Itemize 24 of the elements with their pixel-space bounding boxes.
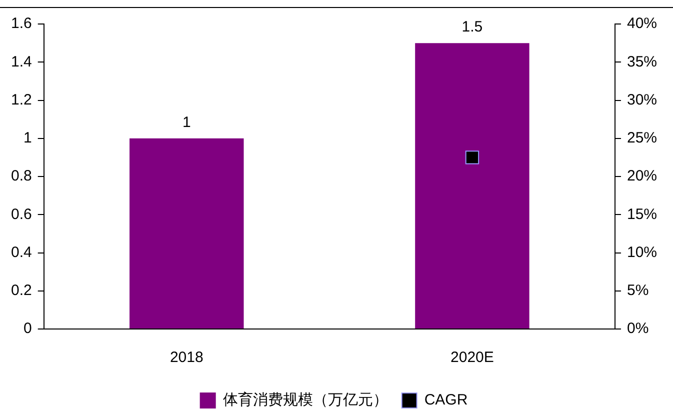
y2-tick-label: 0% (626, 320, 649, 338)
y2-tick-label: 15% (626, 206, 658, 223)
y2-tick-label: 20% (626, 168, 658, 185)
y-tick-label: 0.8 (10, 168, 32, 185)
y-tick-label: 1 (24, 130, 32, 147)
y-tick-label: 0 (24, 320, 32, 338)
data-label: 1 (182, 114, 191, 132)
legend-label: 体育消费规模（万亿元） (222, 392, 388, 409)
y-tick-label: 0.4 (10, 244, 32, 261)
y2-tick-label: 10% (626, 244, 658, 261)
y-tick-label: 0.6 (10, 206, 32, 223)
y-tick-label: 1.2 (10, 91, 32, 108)
y2-tick-label: 30% (626, 91, 658, 108)
y-tick-label: 0.2 (10, 282, 32, 300)
y2-tick-label: 35% (626, 53, 658, 70)
y-tick-label: 1.6 (10, 15, 32, 32)
y2-tick-label: 25% (626, 130, 658, 147)
y-tick-label: 1.4 (10, 53, 32, 70)
y2-tick-label: 40% (626, 15, 658, 32)
data-label: 1.5 (462, 18, 483, 36)
x-tick-label: 2018 (170, 349, 204, 366)
y2-tick-label: 5% (626, 282, 649, 300)
x-tick-label: 2020E (450, 349, 494, 366)
legend-label: CAGR (424, 392, 468, 409)
